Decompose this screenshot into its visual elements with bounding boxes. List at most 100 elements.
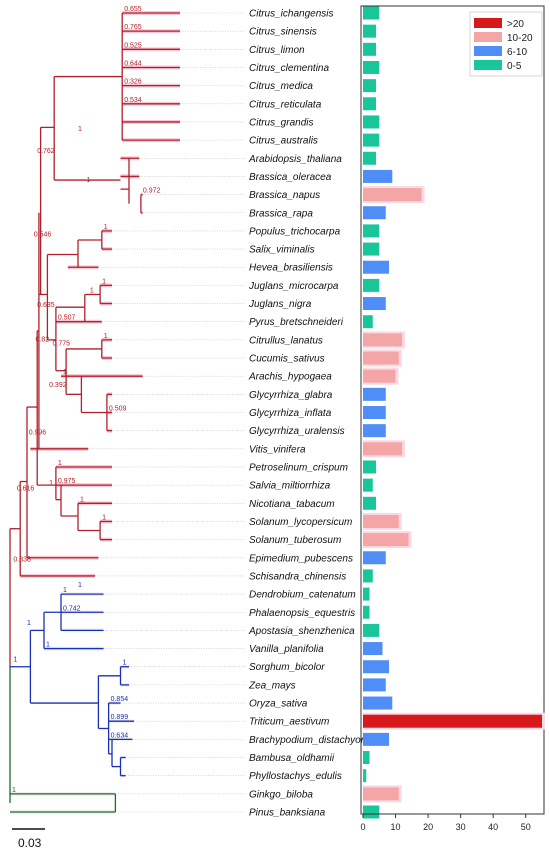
gene-count-bar xyxy=(363,406,386,419)
support-value: 1 xyxy=(46,642,50,649)
taxon-label: Citrus_sinensis xyxy=(249,27,317,38)
taxon-label: Arabidopsis_thaliana xyxy=(248,154,342,165)
taxon-label: Arachis_hypogaea xyxy=(248,372,332,383)
support-value: 0.509 xyxy=(109,406,127,413)
taxon-label: Pyrus_bretschneideri xyxy=(249,317,344,328)
support-value: 0.655 xyxy=(124,6,142,13)
taxon-label: Populus_trichocarpa xyxy=(249,226,341,237)
support-value: 1 xyxy=(49,480,53,487)
gene-count-bar-chart xyxy=(360,5,545,819)
gene-count-bar xyxy=(363,714,542,728)
gene-count-bar xyxy=(363,605,370,619)
support-value: 1 xyxy=(58,460,62,467)
support-value: 0.635 xyxy=(37,302,55,309)
support-value: 0.765 xyxy=(124,24,142,31)
taxon-label: Glycyrrhiza_glabra xyxy=(249,390,333,401)
scale-bar: 0.03 xyxy=(12,828,45,850)
gene-count-bar xyxy=(363,805,380,819)
gene-count-bar xyxy=(363,115,380,129)
gene-count-bar xyxy=(363,387,386,401)
gene-count-bar xyxy=(363,60,380,74)
gene-count-bar xyxy=(363,297,386,311)
support-value: 1 xyxy=(104,224,108,231)
taxon-label: Salix_viminalis xyxy=(249,245,315,256)
gene-count-bar xyxy=(363,333,403,347)
taxon-label: Petroselinum_crispum xyxy=(249,462,348,473)
x-tick-label: 10 xyxy=(391,822,401,832)
taxon-labels: Citrus_ichangensis Citrus_sinensis Citrus_… xyxy=(248,9,367,819)
taxon-label: Solanum_tuberosum xyxy=(249,535,341,546)
support-value: 1 xyxy=(123,660,127,667)
gene-count-bar xyxy=(363,169,393,183)
support-value: 0.762 xyxy=(37,148,55,155)
legend-label: >20 xyxy=(507,19,524,30)
x-tick-label: 50 xyxy=(521,822,531,832)
gene-count-bar xyxy=(363,24,377,38)
taxon-label: Glycyrrhiza_inflata xyxy=(249,408,332,419)
support-value: 0.525 xyxy=(124,42,142,49)
taxon-label: Citrus_grandis xyxy=(249,117,313,128)
taxon-label: Brassica_napus xyxy=(249,190,320,201)
support-value: 1 xyxy=(104,333,108,340)
support-value: 1 xyxy=(90,288,94,295)
taxon-label: Citrus_limon xyxy=(249,45,305,56)
gene-count-bar xyxy=(363,751,370,765)
taxon-label: Bambusa_oldhamii xyxy=(249,753,335,764)
gene-count-bar xyxy=(363,315,373,329)
support-value: 0.899 xyxy=(111,714,129,721)
support-value: 0.742 xyxy=(63,605,81,612)
gene-count-bar xyxy=(363,206,386,220)
taxon-label: Vitis_vinifera xyxy=(249,444,306,455)
legend-swatch xyxy=(474,60,502,70)
taxon-label: Zea_mays xyxy=(248,680,296,691)
gene-count-bar xyxy=(363,278,380,292)
support-value: 0.854 xyxy=(111,696,129,703)
support-value: 0.644 xyxy=(124,60,142,67)
support-value: 1 xyxy=(102,514,106,521)
support-value: 0.82 xyxy=(36,337,50,344)
support-value: 1 xyxy=(87,177,91,184)
gene-count-bar xyxy=(363,369,396,383)
support-value: 0.634 xyxy=(111,732,129,739)
legend-swatch xyxy=(474,18,502,28)
support-value: 0.326 xyxy=(124,79,142,86)
bar-chart-frame xyxy=(360,5,545,815)
gene-count-bar xyxy=(363,460,377,474)
gene-count-bar xyxy=(363,514,399,528)
taxon-label: Brassica_rapa xyxy=(249,208,313,219)
gene-count-bar xyxy=(363,533,409,547)
taxon-label: Ginkgo_biloba xyxy=(249,789,313,800)
taxon-label: Triticum_aestivum xyxy=(249,717,329,728)
support-value: 0.392 xyxy=(49,382,67,389)
gene-count-bar xyxy=(363,769,367,783)
support-value: 1 xyxy=(63,587,67,594)
gene-count-bar xyxy=(363,732,390,746)
support-value: 0.534 xyxy=(124,97,142,104)
legend-label: 0-5 xyxy=(507,61,522,72)
taxon-label: Salvia_miltiorrhiza xyxy=(249,481,331,492)
gene-count-bar xyxy=(363,587,370,601)
gene-count-bar xyxy=(363,260,390,274)
taxon-label: Epimedium_pubescens xyxy=(249,553,353,564)
gene-count-bar xyxy=(363,478,373,492)
taxon-label: Juglans_nigra xyxy=(248,299,312,310)
taxon-label: Vanilla_planifolia xyxy=(249,644,324,655)
taxon-label: Citrus_reticulata xyxy=(249,99,322,110)
taxon-label: Citrullus_lanatus xyxy=(249,335,323,346)
taxon-label: Phalaenopsis_equestris xyxy=(249,608,355,619)
gene-count-bar xyxy=(363,696,393,710)
x-tick-label: 20 xyxy=(423,822,433,832)
support-value: 1 xyxy=(12,787,16,794)
support-value: 1 xyxy=(102,278,106,285)
taxon-label: Citrus_medica xyxy=(249,81,313,92)
taxon-label: Nicotiana_tabacum xyxy=(249,499,335,510)
bar-chart-x-axis: 0 10 20 30 40 50 xyxy=(360,813,544,832)
gene-count-bar xyxy=(363,569,373,583)
support-value: 0.775 xyxy=(53,340,71,347)
support-value: 0.616 xyxy=(17,486,35,493)
support-value: 1 xyxy=(63,369,67,376)
gene-count-bar xyxy=(363,97,377,111)
gene-count-bar xyxy=(363,133,380,147)
x-tick-label: 30 xyxy=(456,822,466,832)
